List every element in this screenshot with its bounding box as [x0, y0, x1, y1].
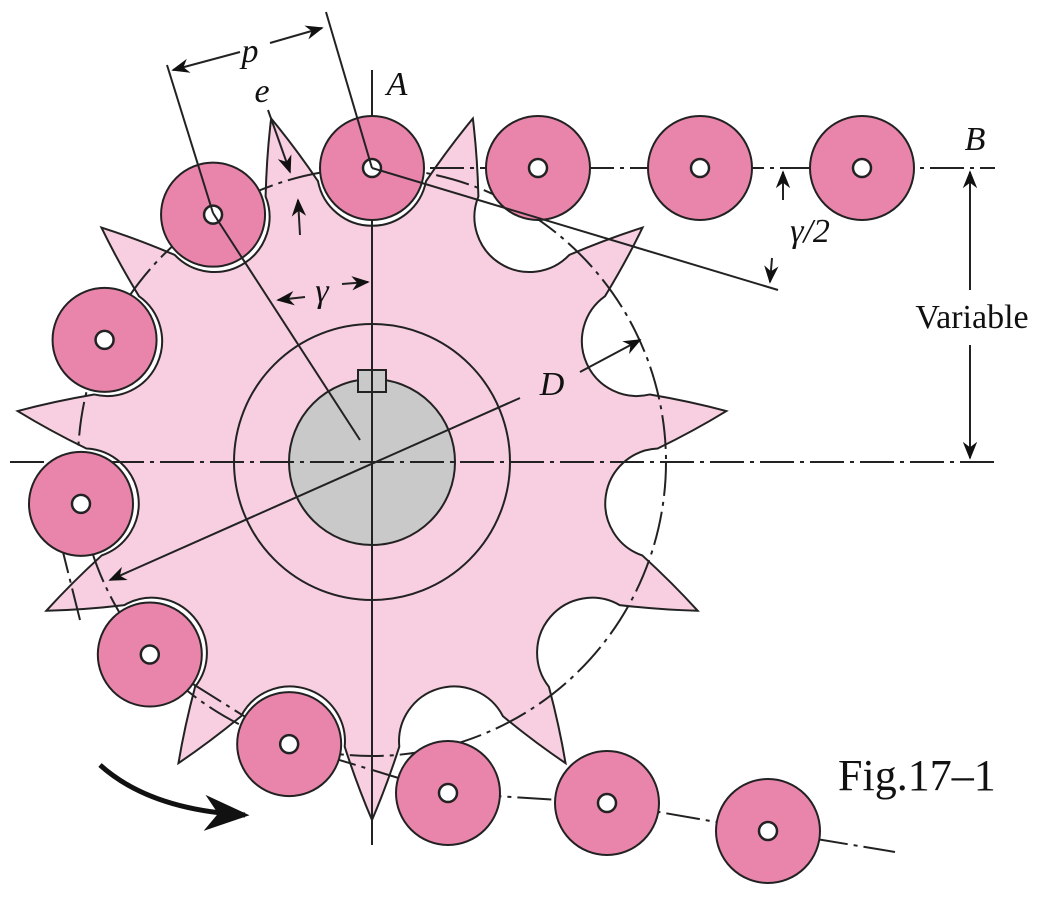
dim-arrow: [580, 340, 640, 372]
dim-arrow: [270, 28, 322, 43]
roller-pin: [96, 331, 114, 349]
dim-arrow: [770, 258, 772, 282]
label-p: p: [240, 33, 259, 70]
dim-arrow: [173, 52, 240, 70]
roller-pin: [853, 159, 871, 177]
sprocket-diagram: p e A B γ/2 γ Variable D Fig.17–1: [0, 0, 1046, 912]
label-gamma-half: γ/2: [790, 213, 830, 250]
roller-pin: [72, 495, 90, 513]
label-a: A: [385, 66, 408, 103]
roller-pin: [759, 822, 777, 840]
roller-pin: [280, 735, 298, 753]
label-gamma: γ: [315, 273, 330, 310]
roller-pin: [141, 646, 159, 664]
roller-pin: [598, 794, 616, 812]
roller-pin: [529, 159, 547, 177]
label-d: D: [539, 366, 565, 403]
roller-pin: [439, 784, 457, 802]
label-e: e: [254, 73, 269, 110]
roller-pin: [691, 159, 709, 177]
label-b: B: [965, 121, 986, 158]
caption: Fig.17–1: [838, 751, 996, 800]
label-variable: Variable: [915, 299, 1028, 336]
rotation-arrow: [100, 765, 245, 815]
